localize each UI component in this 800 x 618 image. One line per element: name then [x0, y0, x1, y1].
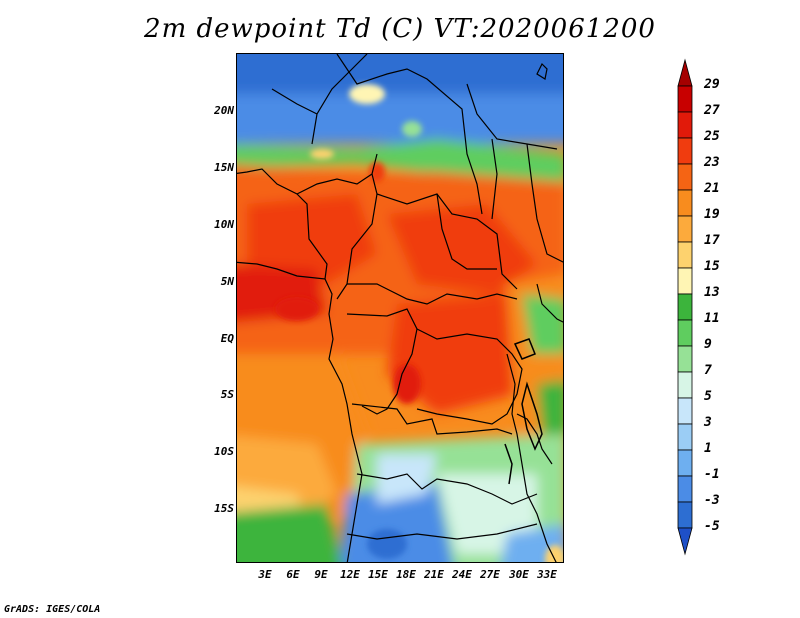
colorbar-segment: [677, 189, 693, 217]
lat-label-eq: EQ: [220, 332, 234, 345]
lat-label-10s: 10S: [214, 445, 234, 458]
colorbar-tick-label: 27: [704, 103, 720, 118]
colorbar-tick-label: 11: [704, 311, 720, 326]
colorbar-tick-label: 15: [704, 259, 720, 274]
grads-credit: GrADS: IGES/COLA: [4, 604, 101, 615]
colorbar-tick-label: 13: [704, 285, 720, 300]
colorbar-segment: [677, 527, 693, 556]
colorbar-tick-label: 7: [704, 363, 712, 378]
colorbar-tick-label: 21: [704, 181, 720, 196]
lon-label-21e: 21E: [424, 568, 444, 581]
lon-label-15e: 15E: [368, 568, 388, 581]
colorbar-tick-label: 3: [704, 415, 712, 430]
lon-label-3e: 3E: [258, 568, 272, 581]
colorbar-tick-label: 1: [704, 441, 712, 456]
colorbar-segment: [677, 163, 693, 191]
colorbar-tick-label: -3: [704, 493, 720, 508]
colorbar-segment: [677, 345, 693, 373]
lon-label-6e: 6E: [286, 568, 300, 581]
lat-label-10n: 10N: [214, 218, 234, 231]
dewpoint-field: [237, 54, 563, 562]
colorbar-tick-label: 17: [704, 233, 720, 248]
colorbar-segment: [677, 475, 693, 503]
colorbar-tick-label: 5: [704, 389, 712, 404]
lat-label-5n: 5N: [220, 275, 234, 288]
lon-label-27e: 27E: [480, 568, 500, 581]
lat-label-5s: 5S: [220, 388, 234, 401]
colorbar-segment: [677, 449, 693, 477]
dewpoint-map: [236, 53, 564, 563]
colorbar-tick-label: 29: [704, 77, 720, 92]
colorbar-segment: [677, 215, 693, 243]
lat-label-15n: 15N: [214, 161, 234, 174]
lon-label-12e: 12E: [340, 568, 360, 581]
colorbar-segment: [677, 423, 693, 451]
colorbar-tick-label: 25: [704, 129, 720, 144]
lon-label-24e: 24E: [452, 568, 472, 581]
lon-label-30e: 30E: [509, 568, 529, 581]
colorbar-segment: [677, 58, 693, 87]
colorbar-segment: [677, 267, 693, 295]
colorbar-segment: [677, 293, 693, 321]
lon-label-18e: 18E: [396, 568, 416, 581]
colorbar-tick-label: 19: [704, 207, 720, 222]
colorbar-segment: [677, 501, 693, 529]
colorbar-tick-label: -5: [704, 519, 720, 534]
colorbar-segment: [677, 397, 693, 425]
colorbar-tick-label: 9: [704, 337, 712, 352]
colorbar-tick-label: -1: [704, 467, 720, 482]
lat-label-15s: 15S: [214, 502, 234, 515]
colorbar-segment: [677, 137, 693, 165]
colorbar-segment: [677, 241, 693, 269]
colorbar-segment: [677, 85, 693, 113]
colorbar: [677, 58, 693, 556]
map-title: 2m dewpoint Td (C) VT:2020061200: [144, 14, 656, 44]
lon-label-33e: 33E: [537, 568, 557, 581]
lon-label-9e: 9E: [314, 568, 328, 581]
colorbar-segment: [677, 111, 693, 139]
colorbar-segment: [677, 319, 693, 347]
colorbar-segment: [677, 371, 693, 399]
lat-label-20n: 20N: [214, 104, 234, 117]
colorbar-tick-label: 23: [704, 155, 720, 170]
